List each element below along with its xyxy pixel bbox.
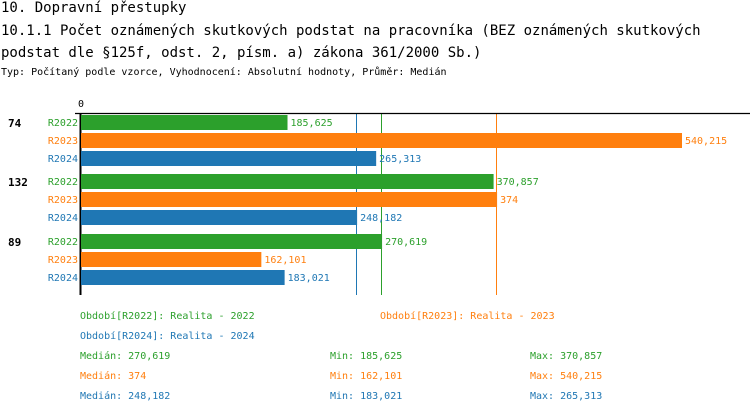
series-label: R2022 — [48, 118, 78, 129]
legend-r2024: Období[R2024]: Realita - 2024 — [80, 331, 255, 342]
max-r2023: Max: 540,215 — [530, 371, 603, 382]
series-label: R2024 — [48, 154, 78, 165]
bar-r2022 — [81, 234, 383, 249]
series-label: R2022 — [48, 177, 78, 188]
median-r2022: Medián: 270,619 — [80, 351, 171, 362]
legend-r2023: Období[R2023]: Realita - 2023 — [380, 311, 555, 322]
series-label: R2023 — [48, 255, 78, 266]
bar-chart: 0 74 R2022 185,625 R2023 540,215 R2024 265,313 1… — [8, 99, 750, 295]
min-r2022: Min: 185,625 — [330, 351, 403, 362]
data-label: 162,101 — [264, 255, 306, 266]
data-label: 248,182 — [360, 213, 402, 224]
bar-r2022 — [81, 174, 494, 189]
section-title: 10. Dopravní přestupky — [1, 0, 187, 16]
data-label: 374 — [500, 195, 518, 206]
max-r2024: Max: 265,313 — [530, 391, 603, 402]
chart-type-info: Typ: Počítaný podle vzorce, Vyhodnocení:… — [1, 67, 447, 78]
bar-r2023 — [81, 133, 682, 148]
min-r2023: Min: 162,101 — [330, 371, 403, 382]
max-r2022: Max: 370,857 — [530, 351, 603, 362]
data-label: 370,857 — [497, 177, 539, 188]
series-label: R2024 — [48, 273, 78, 284]
bar-r2023 — [81, 192, 498, 207]
category-label: 132 — [8, 176, 28, 189]
category-label: 74 — [8, 117, 22, 130]
series-label: R2023 — [48, 195, 78, 206]
legend-r2022: Období[R2022]: Realita - 2022 — [80, 311, 255, 322]
series-label: R2024 — [48, 213, 78, 224]
bar-r2024 — [81, 270, 285, 285]
bar-r2023 — [81, 252, 262, 267]
data-label: 183,021 — [288, 273, 330, 284]
data-label: 540,215 — [685, 136, 727, 147]
x-tick-label: 0 — [78, 99, 84, 110]
data-label: 265,313 — [379, 154, 421, 165]
series-label: R2022 — [48, 237, 78, 248]
min-r2024: Min: 183,021 — [330, 391, 403, 402]
data-label: 270,619 — [385, 237, 427, 248]
category-label: 89 — [8, 236, 21, 249]
median-r2024: Medián: 248,182 — [80, 391, 171, 402]
bar-r2024 — [81, 151, 377, 166]
chart-title: 10.1.1 Počet oznámených skutkových podst… — [1, 23, 701, 61]
median-r2023: Medián: 374 — [80, 371, 147, 382]
bar-r2024 — [81, 210, 358, 225]
bar-r2022 — [81, 115, 288, 130]
series-label: R2023 — [48, 136, 78, 147]
data-label: 185,625 — [291, 118, 333, 129]
